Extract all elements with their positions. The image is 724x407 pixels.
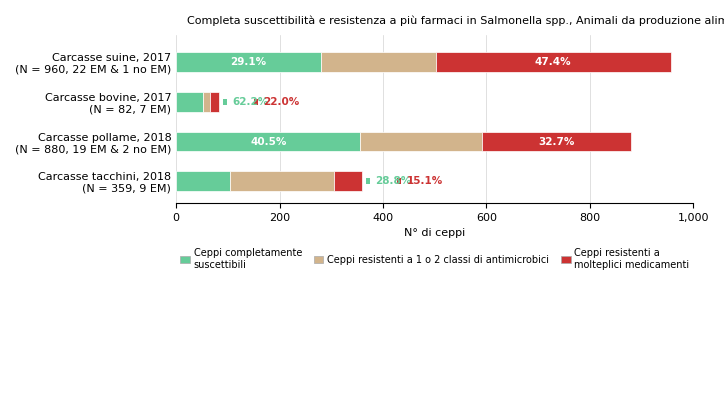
Bar: [230, 171, 334, 191]
Text: 28.8%: 28.8%: [376, 176, 412, 186]
Bar: [436, 53, 671, 72]
Bar: [334, 171, 362, 191]
Text: Completa suscettibilità e resistenza a più farmaci in Salmonella spp., Animali d: Completa suscettibilità e resistenza a p…: [187, 15, 724, 26]
Bar: [397, 178, 401, 184]
Bar: [209, 92, 219, 112]
Legend: Ceppi completamente
suscettibili, Ceppi resistenti a 1 o 2 classi di antimicrobi: Ceppi completamente suscettibili, Ceppi …: [176, 245, 694, 274]
Bar: [321, 53, 436, 72]
Bar: [203, 92, 209, 112]
Text: 29.1%: 29.1%: [230, 57, 266, 67]
Bar: [176, 131, 361, 151]
Text: 62.2%: 62.2%: [232, 97, 269, 107]
Text: 47.4%: 47.4%: [535, 57, 571, 67]
Text: 15.1%: 15.1%: [407, 176, 443, 186]
Bar: [361, 131, 482, 151]
Bar: [223, 99, 227, 105]
Bar: [176, 92, 203, 112]
Text: 32.7%: 32.7%: [539, 136, 575, 147]
Bar: [176, 171, 230, 191]
Bar: [482, 131, 631, 151]
X-axis label: N° di ceppi: N° di ceppi: [404, 228, 466, 238]
Text: 22.0%: 22.0%: [264, 97, 300, 107]
Bar: [366, 178, 371, 184]
Bar: [254, 99, 258, 105]
Bar: [176, 53, 321, 72]
Text: 40.5%: 40.5%: [251, 136, 287, 147]
